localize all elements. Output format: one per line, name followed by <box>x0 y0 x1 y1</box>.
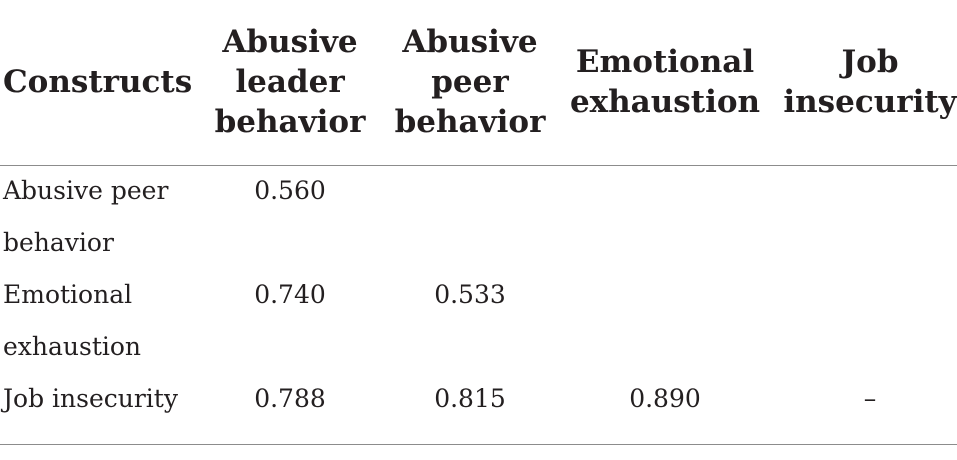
row-label: Emotional exhaustion <box>3 280 142 361</box>
cell-value: 0.788 <box>254 384 326 413</box>
row-label: Job insecurity <box>3 384 178 413</box>
header-emotional-exhaustion: Emotional exhaustion <box>569 44 761 120</box>
header-constructs: Constructs <box>3 64 193 100</box>
table-row: Emotional exhaustion 0.740 0.533 <box>0 269 957 373</box>
header-divider <box>0 165 957 166</box>
bottom-rule <box>0 444 957 445</box>
header-abusive-peer-behavior: Abusive peer behavior <box>394 24 546 140</box>
table-row: Job insecurity 0.788 0.815 0.890 – <box>0 373 957 425</box>
table-header: Constructs Abusive leader behavior Abusi… <box>0 0 957 165</box>
cell-value: 0.533 <box>434 280 506 309</box>
table-row: Abusive peer behavior 0.560 <box>0 165 957 269</box>
header-abusive-leader-behavior: Abusive leader behavior <box>214 24 366 140</box>
cell-value: 0.560 <box>254 176 326 205</box>
header-job-insecurity: Job insecurity <box>783 44 957 120</box>
cell-value: – <box>863 384 877 413</box>
cell-value: 0.815 <box>434 384 506 413</box>
row-label: Abusive peer behavior <box>3 176 169 257</box>
cell-value: 0.740 <box>254 280 326 309</box>
cell-value: 0.890 <box>629 384 701 413</box>
